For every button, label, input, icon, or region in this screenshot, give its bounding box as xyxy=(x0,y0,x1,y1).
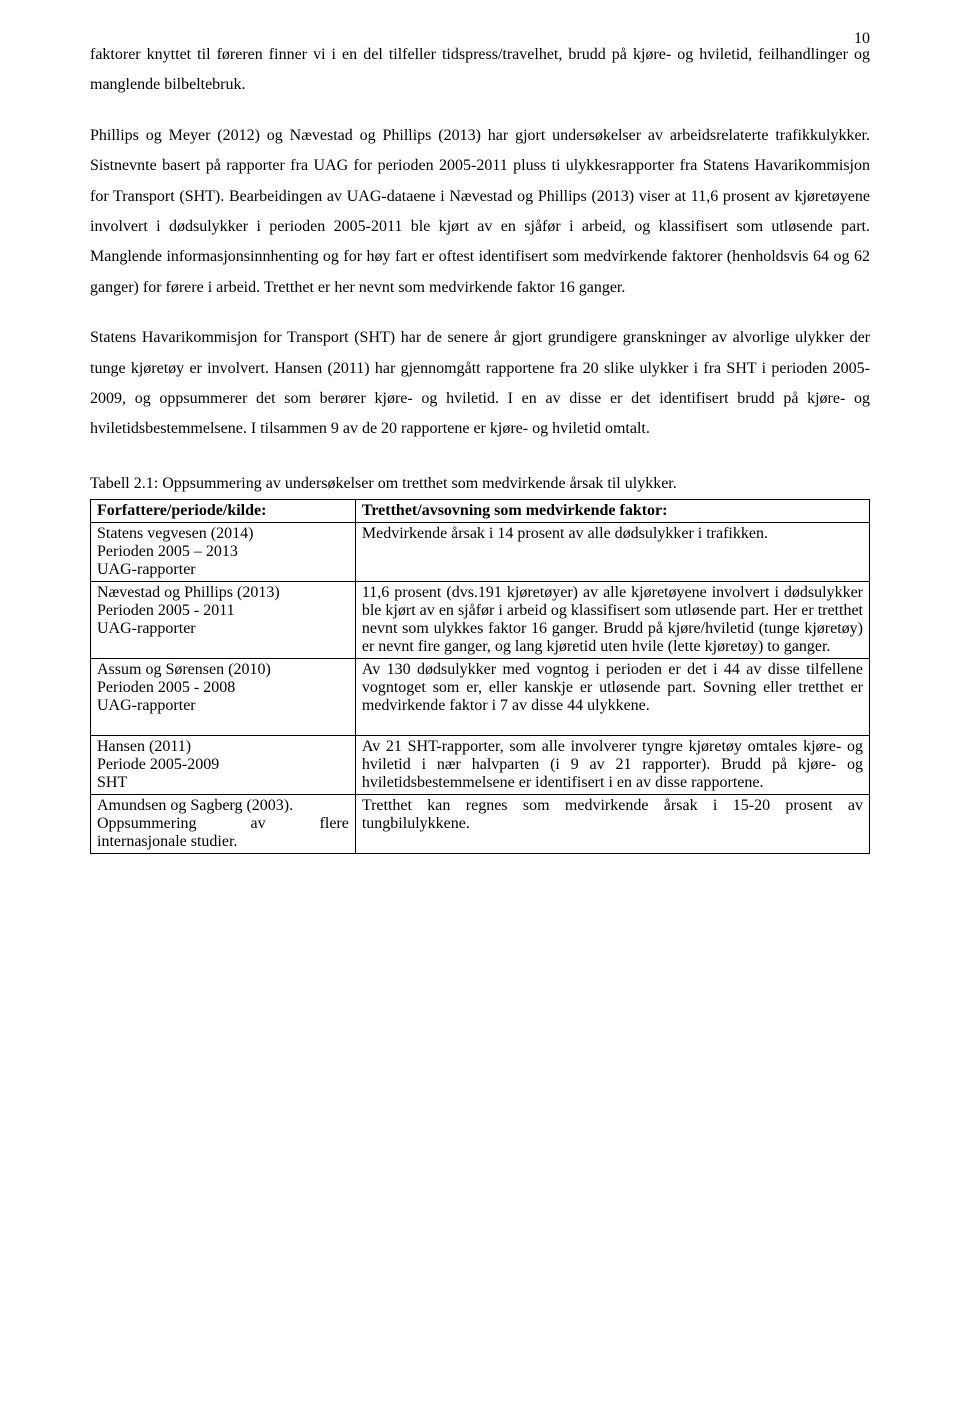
paragraph-3: Statens Havarikommisjon for Transport (S… xyxy=(90,323,870,445)
author-line: UAG-rapporter xyxy=(97,561,349,579)
header-col2: Tretthet/avsovning som medvirkende fakto… xyxy=(355,499,869,522)
finding-cell: Tretthet kan regnes som medvirkende årsa… xyxy=(355,794,869,853)
table-caption: Tabell 2.1: Oppsummering av undersøkelse… xyxy=(90,475,870,493)
author-line: internasjonale studier. xyxy=(97,833,349,851)
author-line: Nævestad og Phillips (2013) xyxy=(97,584,349,602)
author-line: Perioden 2005 - 2008 xyxy=(97,679,349,697)
paragraph-2: Phillips og Meyer (2012) og Nævestad og … xyxy=(90,121,870,303)
paragraph-1: faktorer knyttet til føreren finner vi i… xyxy=(90,40,870,101)
page-number: 10 xyxy=(854,30,870,48)
author-line: UAG-rapporter xyxy=(97,620,349,638)
summary-table: Forfattere/periode/kilde: Tretthet/avsov… xyxy=(90,499,870,854)
table-row: Assum og Sørensen (2010) Perioden 2005 -… xyxy=(91,658,870,735)
table-row: Amundsen og Sagberg (2003). Oppsummering… xyxy=(91,794,870,853)
finding-cell: Av 21 SHT-rapporter, som alle involverer… xyxy=(355,735,869,794)
author-line: Statens vegvesen (2014) xyxy=(97,525,349,543)
author-line: Perioden 2005 - 2011 xyxy=(97,602,349,620)
table-header-row: Forfattere/periode/kilde: Tretthet/avsov… xyxy=(91,499,870,522)
author-line: Amundsen og Sagberg (2003). xyxy=(97,797,349,815)
author-line: Oppsummering av flere xyxy=(97,815,349,833)
author-line: SHT xyxy=(97,774,349,792)
finding-cell: 11,6 prosent (dvs.191 kjøretøyer) av all… xyxy=(355,581,869,658)
table-row: Statens vegvesen (2014) Perioden 2005 – … xyxy=(91,522,870,581)
author-line: UAG-rapporter xyxy=(97,697,349,715)
author-line: Perioden 2005 – 2013 xyxy=(97,543,349,561)
author-line: Periode 2005-2009 xyxy=(97,756,349,774)
author-line: Assum og Sørensen (2010) xyxy=(97,661,349,679)
author-line: Hansen (2011) xyxy=(97,738,349,756)
finding-cell: Medvirkende årsak i 14 prosent av alle d… xyxy=(355,522,869,581)
table-row: Nævestad og Phillips (2013) Perioden 200… xyxy=(91,581,870,658)
table-row: Hansen (2011) Periode 2005-2009 SHT Av 2… xyxy=(91,735,870,794)
finding-cell: Av 130 dødsulykker med vogntog i periode… xyxy=(355,658,869,735)
header-col1: Forfattere/periode/kilde: xyxy=(91,499,356,522)
